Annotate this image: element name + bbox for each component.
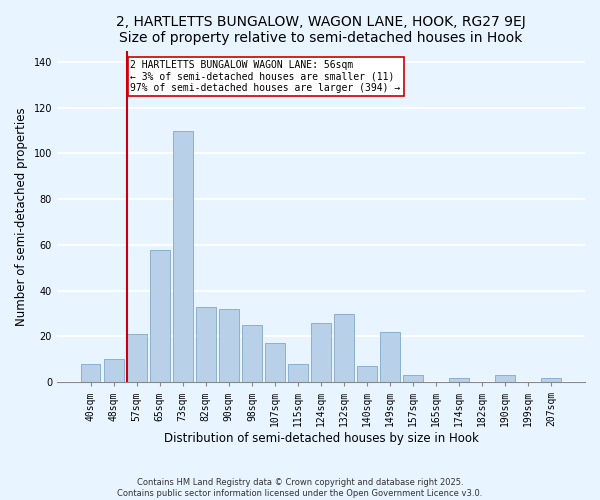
Bar [288, 364, 308, 382]
Bar [104, 360, 124, 382]
Bar [357, 366, 377, 382]
Y-axis label: Number of semi-detached properties: Number of semi-detached properties [15, 107, 28, 326]
Bar [265, 344, 284, 382]
X-axis label: Distribution of semi-detached houses by size in Hook: Distribution of semi-detached houses by … [164, 432, 478, 445]
Bar [541, 378, 561, 382]
Bar [219, 309, 239, 382]
Bar [403, 376, 423, 382]
Text: 2 HARTLETTS BUNGALOW WAGON LANE: 56sqm
← 3% of semi-detached houses are smaller : 2 HARTLETTS BUNGALOW WAGON LANE: 56sqm ←… [130, 60, 401, 93]
Bar [196, 306, 215, 382]
Title: 2, HARTLETTS BUNGALOW, WAGON LANE, HOOK, RG27 9EJ
Size of property relative to s: 2, HARTLETTS BUNGALOW, WAGON LANE, HOOK,… [116, 15, 526, 45]
Bar [380, 332, 400, 382]
Bar [449, 378, 469, 382]
Bar [242, 325, 262, 382]
Bar [334, 314, 354, 382]
Bar [127, 334, 146, 382]
Bar [81, 364, 100, 382]
Bar [496, 376, 515, 382]
Bar [311, 322, 331, 382]
Text: Contains HM Land Registry data © Crown copyright and database right 2025.
Contai: Contains HM Land Registry data © Crown c… [118, 478, 482, 498]
Bar [173, 130, 193, 382]
Bar [150, 250, 170, 382]
